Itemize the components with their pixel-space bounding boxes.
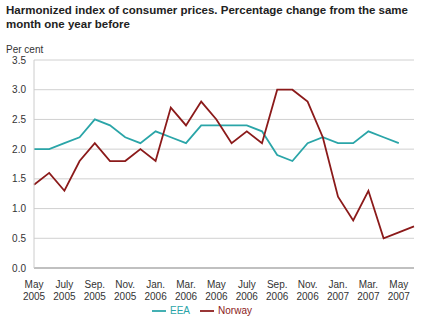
- svg-text:July2005: July2005: [53, 279, 76, 302]
- svg-text:2.0: 2.0: [12, 144, 26, 155]
- svg-text:Jan.2006: Jan.2006: [144, 279, 167, 302]
- svg-text:Mar.2007: Mar.2007: [357, 279, 380, 302]
- svg-text:Nov.2006: Nov.2006: [296, 279, 319, 302]
- svg-text:Sep.2005: Sep.2005: [84, 279, 107, 302]
- svg-text:Nov.2005: Nov.2005: [114, 279, 137, 302]
- svg-text:Sep.2006: Sep.2006: [266, 279, 289, 302]
- svg-text:May2006: May2006: [205, 279, 228, 302]
- svg-text:May2005: May2005: [23, 279, 46, 302]
- svg-text:1.0: 1.0: [12, 203, 26, 214]
- svg-text:2.5: 2.5: [12, 114, 26, 125]
- svg-text:July2006: July2006: [236, 279, 259, 302]
- svg-text:1.5: 1.5: [12, 173, 26, 184]
- svg-text:3.5: 3.5: [12, 55, 26, 66]
- html-text:EEA: EEA: [170, 304, 190, 316]
- svg-text:0.0: 0.0: [12, 263, 26, 274]
- svg-text:3.0: 3.0: [12, 84, 26, 95]
- svg-text:Jan.2007: Jan.2007: [327, 279, 350, 302]
- svg-text:Mar.2006: Mar.2006: [175, 279, 198, 302]
- html-text:Per cent: Per cent: [6, 44, 44, 55]
- svg-text:0.5: 0.5: [12, 233, 26, 244]
- html-text:Harmonized index of consumer p: Harmonized index of consumer prices. Per…: [6, 4, 408, 30]
- html-text:Norway: Norway: [218, 304, 252, 316]
- svg-text:May2007: May2007: [388, 279, 411, 302]
